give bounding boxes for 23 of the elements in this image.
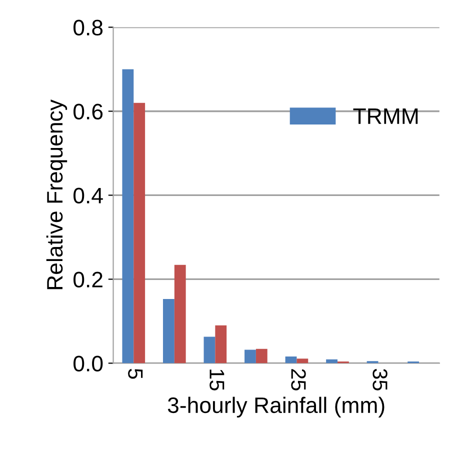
bar <box>296 358 308 364</box>
y-tick-label: 0.0 <box>74 356 103 372</box>
y-tick-label: 0.8 <box>74 20 103 36</box>
bar <box>204 336 216 364</box>
bar <box>215 325 227 364</box>
bar <box>256 348 268 364</box>
y-axis-title: Relative Frequency <box>46 100 68 290</box>
x-tick-label: 25 <box>291 369 306 390</box>
x-tick-label: 5 <box>128 368 143 379</box>
x-tick-label: 35 <box>372 368 388 390</box>
bar <box>326 359 338 364</box>
legend-label: TRMM <box>353 108 418 124</box>
bar <box>244 350 256 364</box>
bar <box>285 356 297 364</box>
x-tick-label: 15 <box>210 370 224 390</box>
y-tick-label: 0.2 <box>74 272 102 288</box>
bar <box>174 264 186 364</box>
bar <box>134 102 146 364</box>
x-axis-title: 3-hourly Rainfall (mm) <box>168 396 384 418</box>
y-tick-label: 0.6 <box>74 104 103 120</box>
y-tick-label: 0.4 <box>74 188 103 204</box>
bar <box>122 69 134 364</box>
bar <box>162 298 174 364</box>
